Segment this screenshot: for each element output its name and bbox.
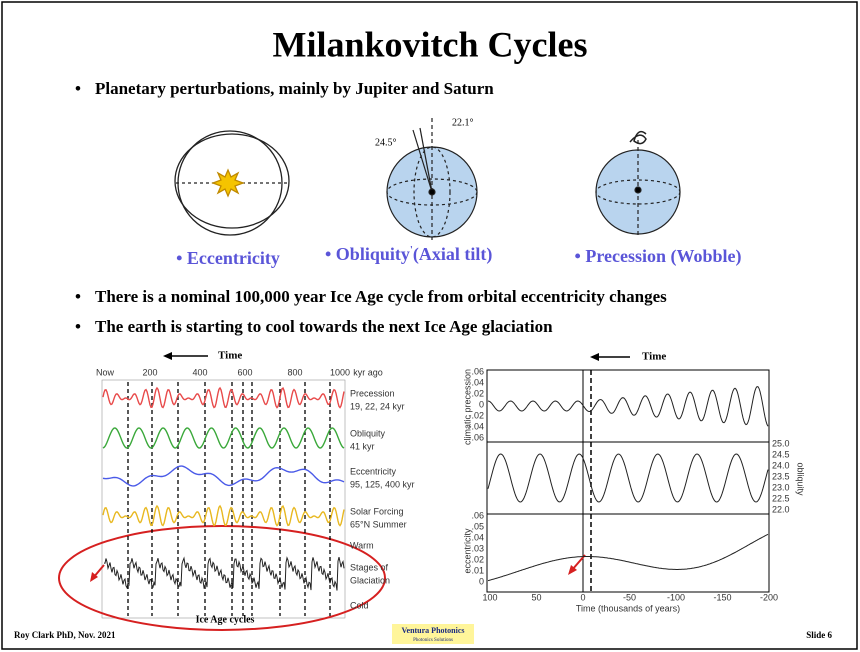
row-label: Solar Forcing bbox=[350, 506, 404, 516]
axis-label: 800 bbox=[287, 367, 302, 377]
row-label: Warm bbox=[350, 540, 374, 550]
axis-label: 600 bbox=[237, 367, 252, 377]
y-tick-label: .01 bbox=[471, 565, 484, 575]
row-label: Eccentricity bbox=[350, 466, 397, 476]
diagram-label: • Eccentricity bbox=[176, 248, 280, 268]
y-tick-label: 24.5 bbox=[772, 449, 790, 459]
logo-sub: Photonics Solutions bbox=[413, 638, 453, 643]
x-tick-label: 100 bbox=[482, 592, 497, 602]
y-axis-label: obliquity bbox=[796, 462, 806, 496]
y-tick-label: 22.5 bbox=[772, 493, 790, 503]
x-tick-label: 50 bbox=[531, 592, 541, 602]
slide: Milankovitch Cycles • Planetary perturba… bbox=[0, 0, 860, 652]
row-label: Obliquity bbox=[350, 428, 386, 438]
y-tick-label: 25.0 bbox=[772, 438, 790, 448]
y-axis-label: climatic precession bbox=[462, 369, 472, 445]
logo: Ventura Photonics bbox=[401, 626, 464, 635]
title: Milankovitch Cycles bbox=[273, 24, 588, 64]
diagram-label: • Precession (Wobble) bbox=[575, 246, 742, 267]
arrow-label: Time bbox=[218, 350, 242, 362]
y-tick-label: 24.0 bbox=[772, 460, 790, 470]
x-axis-label: Time (thousands of years) bbox=[576, 603, 680, 613]
x-tick-label: -100 bbox=[667, 592, 685, 602]
y-tick-label: 23.5 bbox=[772, 471, 790, 481]
author: Roy Clark PhD, Nov. 2021 bbox=[14, 630, 116, 640]
axis-label: 200 bbox=[142, 367, 157, 377]
bullet: Planetary perturbations, mainly by Jupit… bbox=[95, 79, 494, 98]
y-tick-label: 22.0 bbox=[772, 504, 790, 514]
y-tick-label: .04 bbox=[471, 532, 484, 542]
y-tick-label: .06 bbox=[471, 510, 484, 520]
row-label: Precession bbox=[350, 388, 395, 398]
row-detail: 95, 125, 400 kyr bbox=[350, 479, 415, 489]
x-tick-label: 0 bbox=[580, 592, 585, 602]
bullet: The earth is starting to cool towards th… bbox=[95, 317, 553, 336]
y-tick-label: 23.0 bbox=[772, 482, 790, 492]
bullet-dot: • bbox=[75, 79, 81, 98]
row-detail: 19, 22, 24 kyr bbox=[350, 401, 405, 411]
bullet-dot: • bbox=[75, 287, 81, 306]
y-tick-label: 0 bbox=[479, 576, 484, 586]
x-tick-label: -50 bbox=[623, 592, 636, 602]
page: Milankovitch Cycles • Planetary perturba… bbox=[0, 0, 860, 652]
row-label: Cold bbox=[350, 600, 369, 610]
label-part: (Axial tilt) bbox=[413, 244, 492, 265]
label-part: • Obliquity bbox=[325, 244, 410, 264]
bullet: There is a nominal 100,000 year Ice Age … bbox=[95, 287, 667, 306]
row-detail: 41 kyr bbox=[350, 441, 375, 451]
axis-label: Now bbox=[96, 367, 115, 377]
y-tick-label: .02 bbox=[471, 554, 484, 564]
y-axis-label: eccentricity bbox=[462, 528, 472, 574]
y-tick-label: .03 bbox=[471, 543, 484, 553]
bullet-dot: • bbox=[75, 317, 81, 336]
axis-label: kyr ago bbox=[353, 367, 383, 377]
arrow-label: Time bbox=[642, 351, 666, 363]
row-label: Stages of bbox=[350, 562, 389, 572]
x-tick-label: -200 bbox=[760, 592, 778, 602]
slide-number: Slide 6 bbox=[806, 630, 832, 640]
diagram-label: • Obliquity'(Axial tilt) bbox=[325, 244, 492, 266]
y-tick-label: .06 bbox=[471, 366, 484, 376]
axis-label: 1000 bbox=[330, 367, 350, 377]
row-detail: 65°N Summer bbox=[350, 519, 407, 529]
angle-label: 22.1° bbox=[452, 117, 474, 128]
axis-label: 400 bbox=[192, 367, 207, 377]
y-tick-label: .05 bbox=[471, 521, 484, 531]
angle-label: 24.5° bbox=[375, 137, 397, 148]
row-label: Glaciation bbox=[350, 575, 390, 585]
y-tick-label: .02 bbox=[471, 388, 484, 398]
x-tick-label: -150 bbox=[713, 592, 731, 602]
y-tick-label: .04 bbox=[471, 377, 484, 387]
y-tick-label: 0 bbox=[479, 399, 484, 409]
